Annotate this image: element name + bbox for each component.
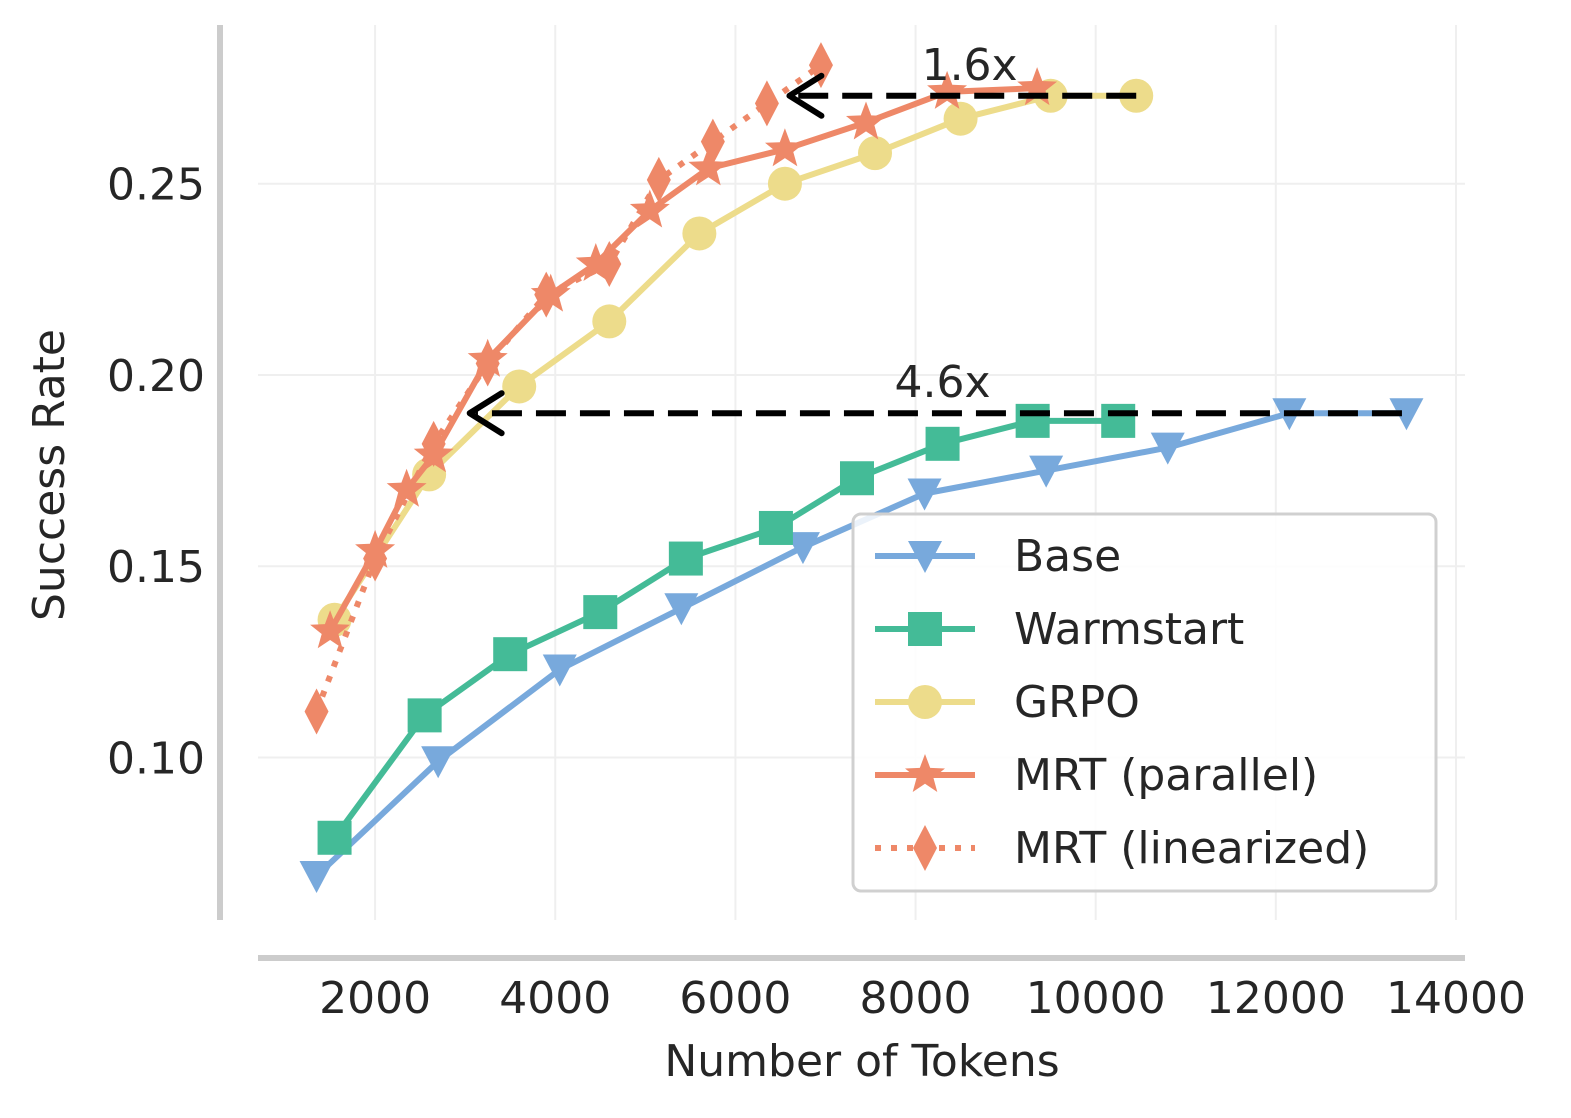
- data-point-base: [1389, 398, 1424, 431]
- series-line-mrt-linearized: [313, 62, 823, 713]
- legend: Base Warmstart GRPO MRT (parallel) MRT (line…: [851, 512, 1438, 893]
- series: [299, 42, 1424, 894]
- data-point-grpo: [858, 136, 893, 171]
- data-point-mrt-linearized: [534, 271, 559, 318]
- legend-item-base: Base: [875, 531, 1121, 582]
- data-point-mrt-parallel: [1017, 67, 1058, 106]
- data-point-grpo: [682, 216, 717, 251]
- data-point-grpo: [592, 304, 627, 339]
- data-point-mrt-parallel: [629, 189, 670, 228]
- annotation-4.6x: 4.6x: [466, 357, 1402, 437]
- x-tick-label: 8000: [860, 973, 972, 1024]
- data-point-grpo: [943, 101, 978, 136]
- data-point-warmstart: [668, 541, 703, 576]
- y-tick-label: 0.15: [107, 542, 205, 593]
- axes: [217, 25, 1465, 961]
- data-point-mrt-linearized: [754, 80, 779, 127]
- x-tick-labels: 2000 4000 6000 8000 10000 12000 14000: [319, 973, 1526, 1024]
- x-tick-label: 4000: [499, 973, 611, 1024]
- legend-marker: [908, 612, 942, 646]
- data-point-mrt-parallel: [310, 610, 350, 649]
- data-point-base: [542, 654, 577, 687]
- y-axis-title: Success Rate: [24, 329, 75, 621]
- data-point-mrt-parallel: [688, 147, 729, 186]
- x-tick-label: 10000: [1026, 973, 1166, 1024]
- data-point-mrt-linearized: [363, 535, 388, 582]
- legend-marker: [905, 754, 945, 792]
- data-point-warmstart: [839, 461, 874, 496]
- series-line-warmstart: [331, 417, 1122, 841]
- y-tick-label: 0.25: [107, 160, 205, 211]
- data-point-warmstart: [407, 698, 442, 733]
- data-point-warmstart: [758, 510, 793, 545]
- data-point-mrt-linearized: [597, 241, 622, 288]
- legend-marker: [913, 825, 937, 871]
- legend-label: Base: [1014, 531, 1121, 582]
- annotation-arrow-head: [466, 390, 505, 437]
- data-point-grpo: [502, 369, 537, 404]
- legend-item-mrt-parallel: MRT (parallel): [875, 750, 1318, 801]
- series-mrt-linearized: [304, 42, 833, 735]
- legend-item-warmstart: Warmstart: [875, 604, 1244, 655]
- data-point-warmstart: [583, 595, 618, 630]
- legend-label: MRT (linearized): [1014, 823, 1369, 874]
- data-point-base: [1029, 455, 1064, 488]
- data-point-mrt-linearized: [475, 340, 500, 387]
- grid: [258, 25, 1465, 920]
- x-tick-label: 12000: [1206, 973, 1346, 1024]
- legend-marker: [908, 685, 942, 719]
- data-point-base: [1150, 432, 1185, 465]
- x-tick-label: 2000: [319, 973, 431, 1024]
- x-tick-label: 14000: [1386, 973, 1526, 1024]
- data-point-mrt-parallel: [575, 243, 616, 281]
- data-point-mrt-linearized: [646, 156, 671, 203]
- x-axis-title: Number of Tokens: [664, 1036, 1059, 1087]
- data-point-base: [785, 532, 820, 565]
- legend-item-mrt-linearized: MRT (linearized): [875, 823, 1369, 874]
- annotation-label: 1.6x: [922, 40, 1018, 91]
- data-point-base: [664, 593, 699, 626]
- data-point-warmstart: [493, 637, 528, 672]
- data-point-mrt-parallel: [846, 101, 886, 140]
- y-tick-label: 0.10: [107, 733, 205, 784]
- data-point-mrt-parallel: [765, 128, 805, 167]
- data-point-warmstart: [925, 426, 960, 461]
- annotation-label: 4.6x: [895, 357, 991, 408]
- series-line-grpo: [331, 92, 1140, 623]
- legend-item-grpo: GRPO: [875, 677, 1140, 728]
- series-warmstart: [317, 403, 1136, 855]
- y-tick-label: 0.20: [107, 351, 205, 402]
- data-point-mrt-linearized: [304, 688, 329, 735]
- data-point-base: [299, 861, 334, 894]
- legend-label: MRT (parallel): [1014, 750, 1318, 801]
- data-point-warmstart: [1101, 403, 1136, 438]
- data-point-base: [421, 746, 456, 779]
- data-point-base: [907, 478, 942, 511]
- x-tick-label: 6000: [679, 973, 791, 1024]
- data-point-mrt-linearized: [421, 420, 446, 467]
- data-point-mrt-parallel: [927, 70, 967, 109]
- legend-marker: [908, 541, 942, 573]
- data-point-warmstart: [317, 820, 352, 855]
- data-point-grpo: [767, 166, 802, 201]
- legend-label: GRPO: [1014, 677, 1140, 728]
- data-point-warmstart: [1015, 403, 1050, 438]
- annotation-arrow-head: [786, 72, 825, 119]
- y-tick-labels: 0.10 0.15 0.20 0.25: [107, 160, 205, 785]
- data-point-mrt-parallel: [386, 468, 427, 507]
- legend-box: [851, 512, 1438, 893]
- data-point-mrt-linearized: [700, 118, 725, 165]
- legend-label: Warmstart: [1014, 604, 1244, 655]
- annotation-1.6x: 1.6x: [786, 40, 1137, 119]
- speedup-annotations: 1.6x 4.6x: [466, 40, 1402, 437]
